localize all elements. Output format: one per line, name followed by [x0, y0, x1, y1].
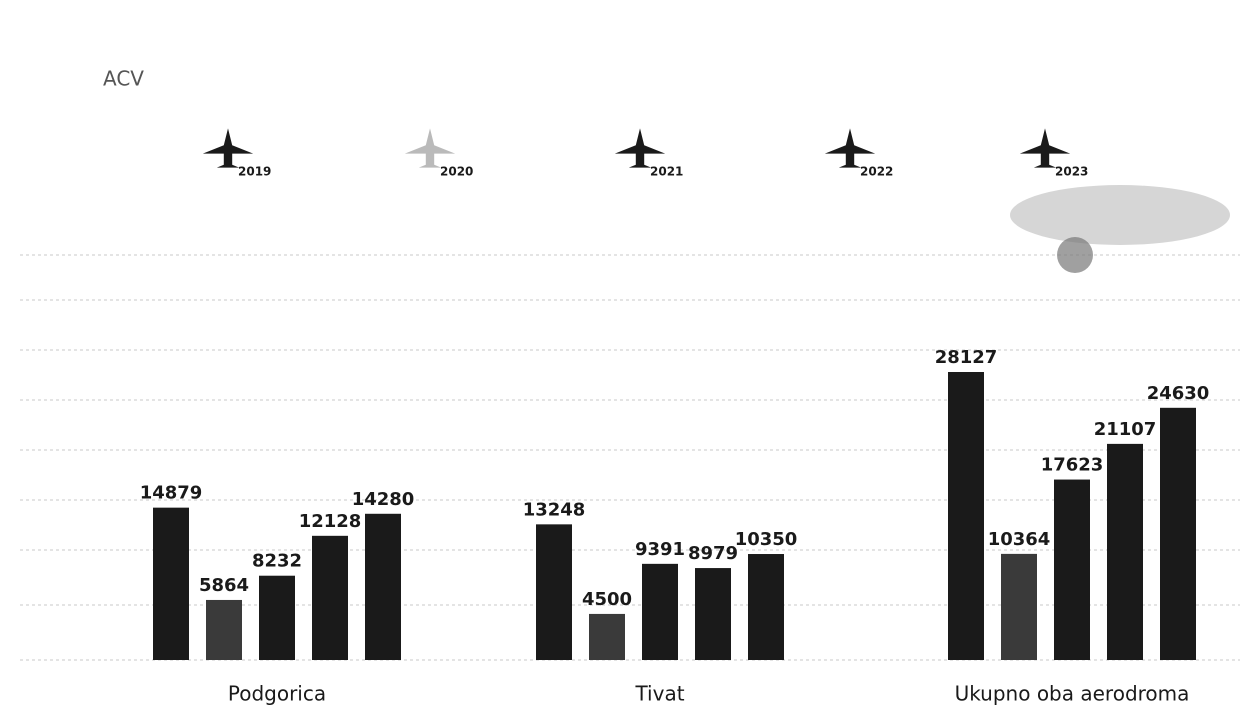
legend-icon — [1020, 128, 1070, 167]
legend-icon — [825, 128, 875, 167]
value-label: 14879 — [140, 483, 203, 504]
value-label: 14280 — [352, 489, 415, 510]
legend-label: 2021 — [650, 165, 683, 179]
bar — [695, 568, 731, 660]
value-label: 10364 — [988, 529, 1051, 550]
x-tick-label: Tivat — [634, 682, 684, 706]
bar — [536, 524, 572, 660]
legend-icon — [203, 128, 253, 167]
value-label: 12128 — [299, 511, 362, 532]
value-label: 8232 — [252, 551, 302, 572]
chart-subtitle: ACV — [103, 67, 144, 91]
bar — [589, 614, 625, 660]
value-label: 28127 — [935, 347, 998, 368]
value-label: 8979 — [688, 543, 738, 564]
legend-icon — [615, 128, 665, 167]
value-label: 4500 — [582, 589, 632, 610]
bar — [206, 600, 242, 660]
bar — [642, 564, 678, 660]
bar — [1001, 554, 1037, 660]
chart: ACV 2019 14879 13248 28127 2020 5864 4500 10364… — [0, 0, 1246, 711]
legend-label: 2023 — [1055, 165, 1088, 179]
bar — [153, 508, 189, 660]
value-label: 17623 — [1041, 455, 1104, 476]
x-tick-label: Ukupno oba aerodroma — [955, 682, 1190, 706]
value-label: 21107 — [1094, 419, 1157, 440]
legend-label: 2019 — [238, 165, 271, 179]
decor-plane — [1010, 185, 1230, 273]
bar — [365, 514, 401, 660]
legend-icon — [405, 128, 455, 167]
legend-label: 2020 — [440, 165, 473, 179]
bar — [1107, 444, 1143, 660]
x-tick-label: Podgorica — [228, 682, 326, 706]
bar — [312, 536, 348, 660]
bar — [259, 576, 295, 660]
value-label: 5864 — [199, 575, 249, 596]
bar — [748, 554, 784, 660]
legend-label: 2022 — [860, 165, 893, 179]
value-label: 10350 — [735, 529, 798, 550]
value-label: 9391 — [635, 539, 685, 560]
value-label: 24630 — [1147, 383, 1210, 404]
value-label: 13248 — [523, 499, 586, 520]
bar — [1054, 480, 1090, 660]
bar — [1160, 408, 1196, 660]
bar — [948, 372, 984, 660]
